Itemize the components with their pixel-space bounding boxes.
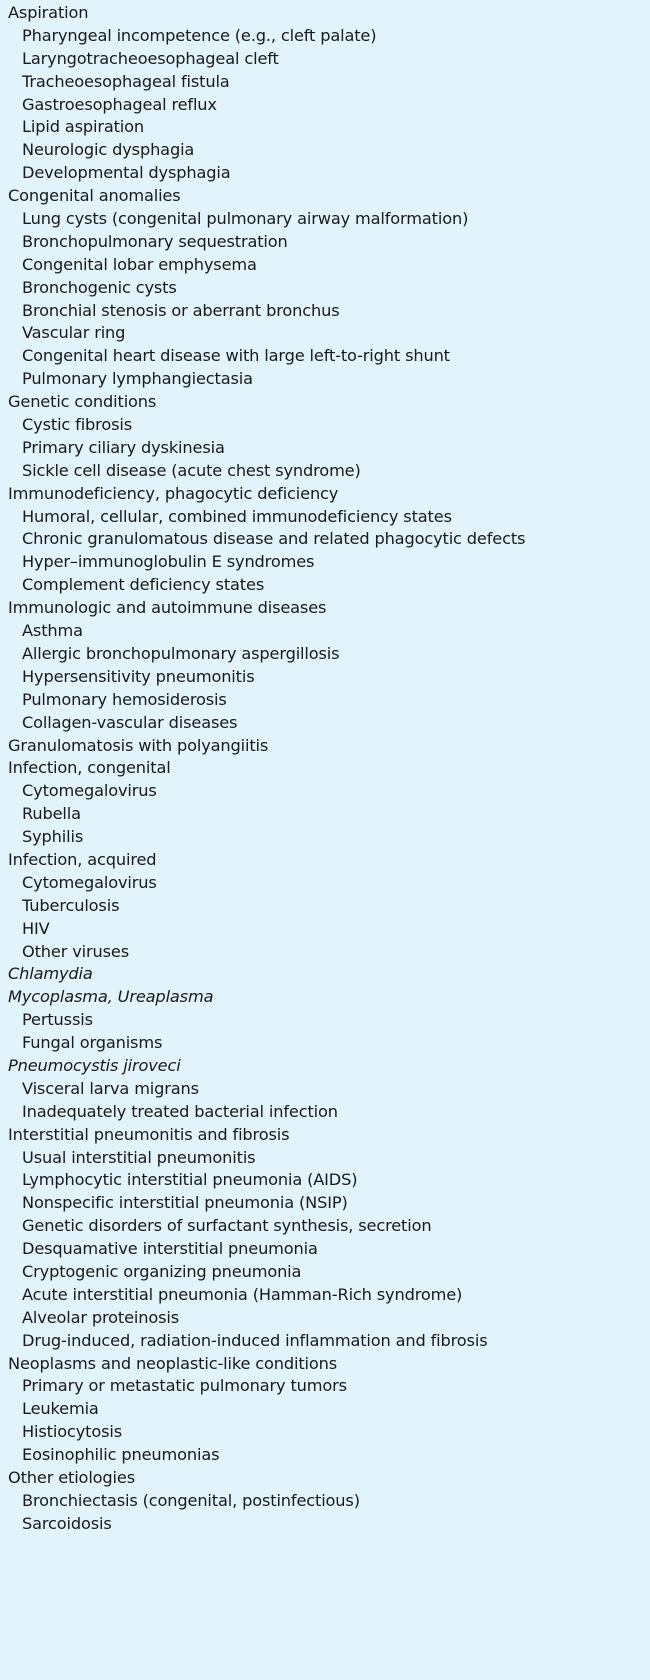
list-item: Bronchiectasis (congenital, postinfectio… bbox=[22, 1490, 360, 1510]
list-item: Alveolar proteinosis bbox=[22, 1307, 180, 1327]
list-item: Bronchopulmonary sequestration bbox=[22, 231, 288, 251]
category-heading: Immunologic and autoimmune diseases bbox=[8, 598, 327, 618]
list-item: Drug-induced, radiation-induced inflamma… bbox=[22, 1330, 488, 1350]
list-item: Gastroesophageal reflux bbox=[22, 94, 217, 114]
list-item: Primary ciliary dyskinesia bbox=[22, 437, 225, 457]
list-item: Acute interstitial pneumonia (Hamman-Ric… bbox=[22, 1284, 463, 1304]
list-item: Leukemia bbox=[22, 1399, 99, 1419]
etiology-list: Aspiration Pharyngeal incompetence (e.g.,… bbox=[8, 3, 526, 1533]
category-heading: Infection, acquired bbox=[8, 849, 157, 869]
list-item: Bronchogenic cysts bbox=[22, 277, 177, 297]
category-heading: Infection, congenital bbox=[8, 758, 171, 778]
category-heading: Pneumocystis jiroveci bbox=[8, 1055, 181, 1075]
list-item: Allergic bronchopulmonary aspergillosis bbox=[22, 643, 340, 663]
category-heading: Congenital anomalies bbox=[8, 186, 181, 206]
list-item: Vascular ring bbox=[22, 323, 126, 343]
list-item: Hyper–immunoglobulin E syndromes bbox=[22, 552, 315, 572]
list-item: Hypersensitivity pneumonitis bbox=[22, 666, 255, 686]
category-heading: Immunodeficiency, phagocytic deficiency bbox=[8, 483, 339, 503]
list-item: Pulmonary hemosiderosis bbox=[22, 689, 227, 709]
category-heading: Mycoplasma, Ureaplasma bbox=[8, 987, 214, 1007]
list-item: Rubella bbox=[22, 804, 81, 824]
category-heading: Other etiologies bbox=[8, 1468, 135, 1487]
list-item: Cystic fibrosis bbox=[22, 415, 132, 435]
list-item: Collagen-vascular diseases bbox=[22, 712, 238, 732]
list-item: Lung cysts (congenital pulmonary airway … bbox=[22, 209, 469, 229]
list-item: Tuberculosis bbox=[22, 895, 120, 915]
list-item: Sickle cell disease (acute chest syndrom… bbox=[22, 460, 361, 480]
category-heading: Granulomatosis with polyangiitis bbox=[8, 735, 269, 755]
list-item: Lymphocytic interstitial pneumonia (AIDS… bbox=[22, 1170, 358, 1190]
list-item: Congenital lobar emphysema bbox=[22, 254, 257, 274]
list-item: Laryngotracheoesophageal cleft bbox=[22, 48, 279, 68]
list-item: Congenital heart disease with large left… bbox=[22, 346, 450, 366]
list-item: Chronic granulomatous disease and relate… bbox=[22, 529, 526, 549]
list-item: Cytomegalovirus bbox=[22, 781, 157, 801]
list-item: Desquamative interstitial pneumonia bbox=[22, 1239, 318, 1259]
category-heading: Interstitial pneumonitis and fibrosis bbox=[8, 1124, 290, 1144]
list-item: Other viruses bbox=[22, 941, 129, 961]
list-item: Inadequately treated bacterial infection bbox=[22, 1101, 338, 1121]
list-item: Pertussis bbox=[22, 1010, 93, 1030]
list-item: Fungal organisms bbox=[22, 1033, 163, 1053]
list-item: HIV bbox=[22, 918, 50, 938]
category-heading: Chlamydia bbox=[8, 964, 93, 984]
list-item: Cryptogenic organizing pneumonia bbox=[22, 1261, 302, 1281]
list-item: Histiocytosis bbox=[22, 1422, 122, 1442]
list-item: Primary or metastatic pulmonary tumors bbox=[22, 1376, 347, 1396]
list-item: Genetic disorders of surfactant synthesi… bbox=[22, 1216, 432, 1236]
list-item: Asthma bbox=[22, 621, 83, 641]
list-item: Bronchial stenosis or aberrant bronchus bbox=[22, 300, 340, 320]
category-heading: Aspiration bbox=[8, 3, 89, 22]
category-heading: Genetic conditions bbox=[8, 392, 157, 412]
category-heading: Neoplasms and neoplastic-like conditions bbox=[8, 1353, 338, 1373]
list-item: Tracheoesophageal fistula bbox=[22, 71, 230, 91]
list-item: Pulmonary lymphangiectasia bbox=[22, 369, 253, 389]
list-item: Visceral larva migrans bbox=[22, 1078, 199, 1098]
list-item: Nonspecific interstitial pneumonia (NSIP… bbox=[22, 1193, 348, 1213]
list-item: Developmental dysphagia bbox=[22, 163, 231, 183]
list-item: Eosinophilic pneumonias bbox=[22, 1445, 220, 1465]
list-item: Lipid aspiration bbox=[22, 117, 145, 137]
list-item: Cytomegalovirus bbox=[22, 872, 157, 892]
list-item: Pharyngeal incompetence (e.g., cleft pal… bbox=[22, 25, 377, 45]
list-item: Usual interstitial pneumonitis bbox=[22, 1147, 256, 1167]
list-item: Humoral, cellular, combined immunodefici… bbox=[22, 506, 452, 526]
list-item: Syphilis bbox=[22, 827, 84, 847]
list-item: Neurologic dysphagia bbox=[22, 140, 195, 160]
list-item: Complement deficiency states bbox=[22, 575, 265, 595]
list-item: Sarcoidosis bbox=[22, 1513, 112, 1533]
